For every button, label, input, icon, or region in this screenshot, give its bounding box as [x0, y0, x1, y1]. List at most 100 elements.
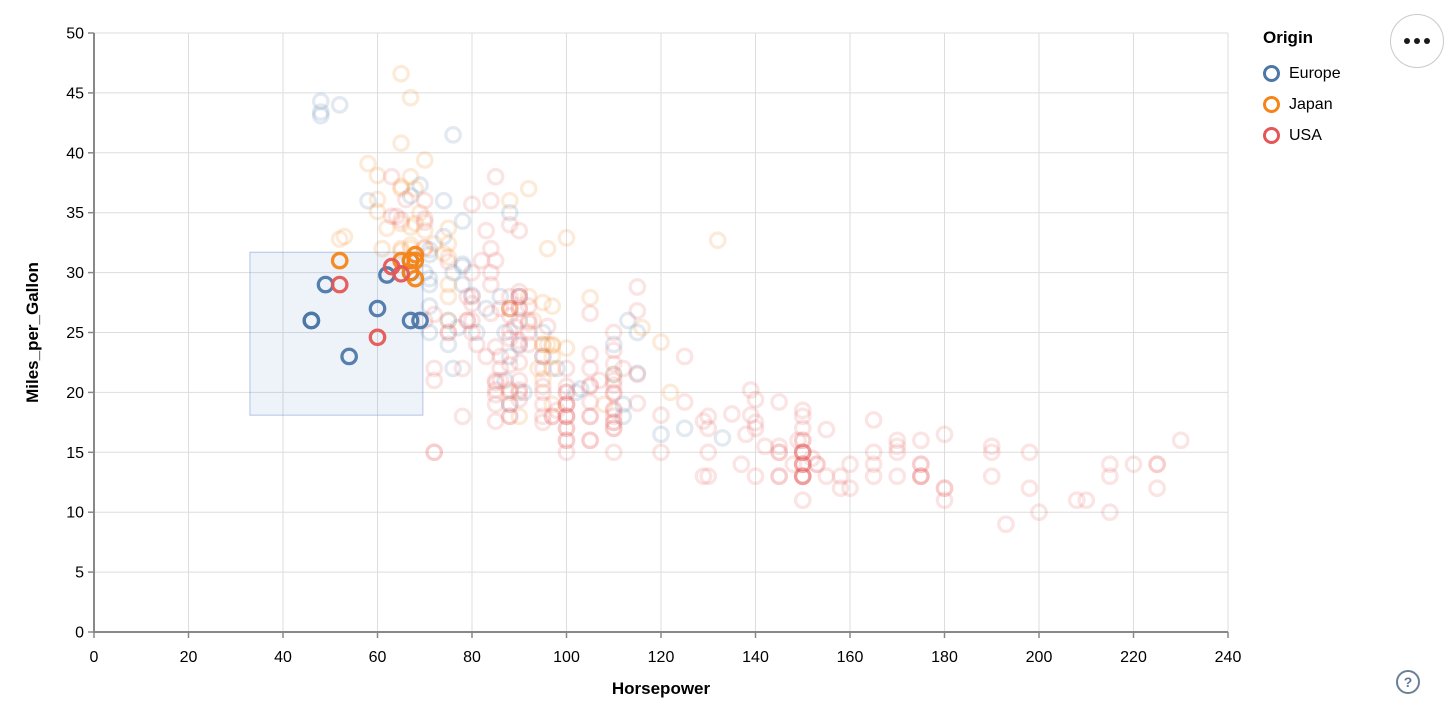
data-point[interactable] — [557, 229, 576, 247]
data-point[interactable] — [557, 407, 576, 426]
data-point[interactable] — [604, 443, 623, 462]
data-point-selected[interactable] — [302, 311, 321, 330]
data-point[interactable] — [628, 394, 647, 413]
data-point[interactable] — [368, 166, 387, 185]
data-point[interactable] — [604, 401, 623, 420]
data-point[interactable] — [534, 293, 552, 312]
data-point[interactable] — [500, 299, 519, 318]
data-point[interactable] — [505, 317, 524, 336]
data-point[interactable] — [793, 407, 812, 426]
data-point[interactable] — [415, 151, 434, 169]
data-point[interactable] — [472, 251, 491, 270]
data-point[interactable] — [510, 383, 529, 402]
data-point[interactable] — [557, 431, 576, 450]
data-point[interactable] — [982, 437, 1001, 456]
data-point[interactable] — [548, 401, 566, 420]
data-point[interactable] — [694, 412, 713, 431]
data-point[interactable] — [434, 244, 453, 263]
data-point[interactable] — [439, 252, 458, 271]
data-point[interactable] — [534, 359, 552, 378]
data-point[interactable] — [557, 395, 576, 414]
data-point[interactable] — [746, 467, 765, 486]
data-point[interactable] — [543, 395, 562, 414]
data-point[interactable] — [770, 393, 788, 411]
menu-button[interactable] — [1390, 14, 1444, 68]
data-point[interactable] — [510, 332, 529, 350]
data-point[interactable] — [444, 263, 462, 282]
data-point[interactable] — [500, 299, 519, 318]
data-point[interactable] — [463, 263, 481, 282]
data-point[interactable] — [614, 395, 633, 414]
data-point[interactable] — [567, 383, 585, 402]
data-point[interactable] — [604, 335, 623, 354]
data-point[interactable] — [604, 413, 623, 432]
data-point[interactable] — [500, 381, 519, 399]
data-point[interactable] — [1148, 455, 1166, 474]
data-point[interactable] — [746, 419, 765, 438]
data-point[interactable] — [434, 227, 453, 246]
data-point[interactable] — [1030, 503, 1048, 522]
data-point[interactable] — [675, 347, 694, 366]
data-point[interactable] — [581, 304, 599, 323]
data-point[interactable] — [439, 275, 458, 294]
data-point[interactable] — [529, 359, 548, 378]
data-point[interactable] — [538, 239, 557, 258]
data-point[interactable] — [406, 179, 425, 198]
data-point[interactable] — [330, 230, 349, 248]
data-point[interactable] — [420, 323, 439, 342]
data-point[interactable] — [463, 286, 481, 305]
data-point[interactable] — [510, 287, 529, 306]
data-point[interactable] — [453, 257, 472, 276]
data-point[interactable] — [557, 395, 576, 414]
data-point[interactable] — [864, 443, 883, 462]
data-point[interactable] — [425, 359, 444, 378]
data-point[interactable] — [401, 218, 420, 236]
data-point[interactable] — [453, 359, 472, 378]
data-point[interactable] — [557, 407, 576, 426]
data-point[interactable] — [392, 211, 410, 229]
data-point[interactable] — [500, 329, 519, 348]
data-point[interactable] — [543, 407, 562, 426]
data-point[interactable] — [500, 215, 519, 234]
data-point[interactable] — [770, 437, 788, 456]
data-point[interactable] — [439, 335, 458, 354]
data-point[interactable] — [463, 323, 481, 342]
data-point[interactable] — [401, 187, 420, 205]
data-point[interactable] — [330, 96, 349, 114]
data-point[interactable] — [793, 401, 812, 420]
data-point[interactable] — [793, 455, 812, 474]
data-point[interactable] — [510, 287, 529, 306]
data-point[interactable] — [723, 405, 741, 423]
data-point[interactable] — [543, 407, 562, 426]
data-point[interactable] — [1101, 467, 1119, 486]
data-point[interactable] — [557, 443, 576, 462]
data-point[interactable] — [458, 287, 477, 306]
data-point[interactable] — [793, 455, 812, 474]
data-point[interactable] — [614, 407, 633, 426]
data-point[interactable] — [557, 383, 576, 402]
data-point[interactable] — [411, 176, 429, 194]
data-point[interactable] — [581, 393, 599, 411]
data-point[interactable] — [467, 323, 486, 342]
data-point[interactable] — [935, 479, 954, 498]
data-point[interactable] — [477, 347, 496, 366]
data-point[interactable] — [392, 214, 410, 233]
data-point[interactable] — [770, 467, 788, 486]
data-point[interactable] — [628, 302, 647, 320]
data-point[interactable] — [581, 376, 599, 395]
data-point[interactable] — [500, 395, 519, 414]
data-point[interactable] — [411, 203, 429, 222]
data-point[interactable] — [793, 443, 812, 462]
data-point[interactable] — [793, 431, 812, 450]
data-point[interactable] — [415, 221, 434, 240]
data-point[interactable] — [496, 371, 514, 390]
data-point[interactable] — [581, 359, 599, 378]
data-point[interactable] — [392, 134, 410, 153]
data-point[interactable] — [510, 335, 529, 354]
data-point[interactable] — [581, 431, 599, 450]
data-point[interactable] — [1148, 455, 1166, 474]
data-point[interactable] — [510, 336, 529, 355]
data-point[interactable] — [619, 311, 637, 330]
data-point[interactable] — [534, 395, 552, 414]
data-point[interactable] — [378, 219, 396, 238]
